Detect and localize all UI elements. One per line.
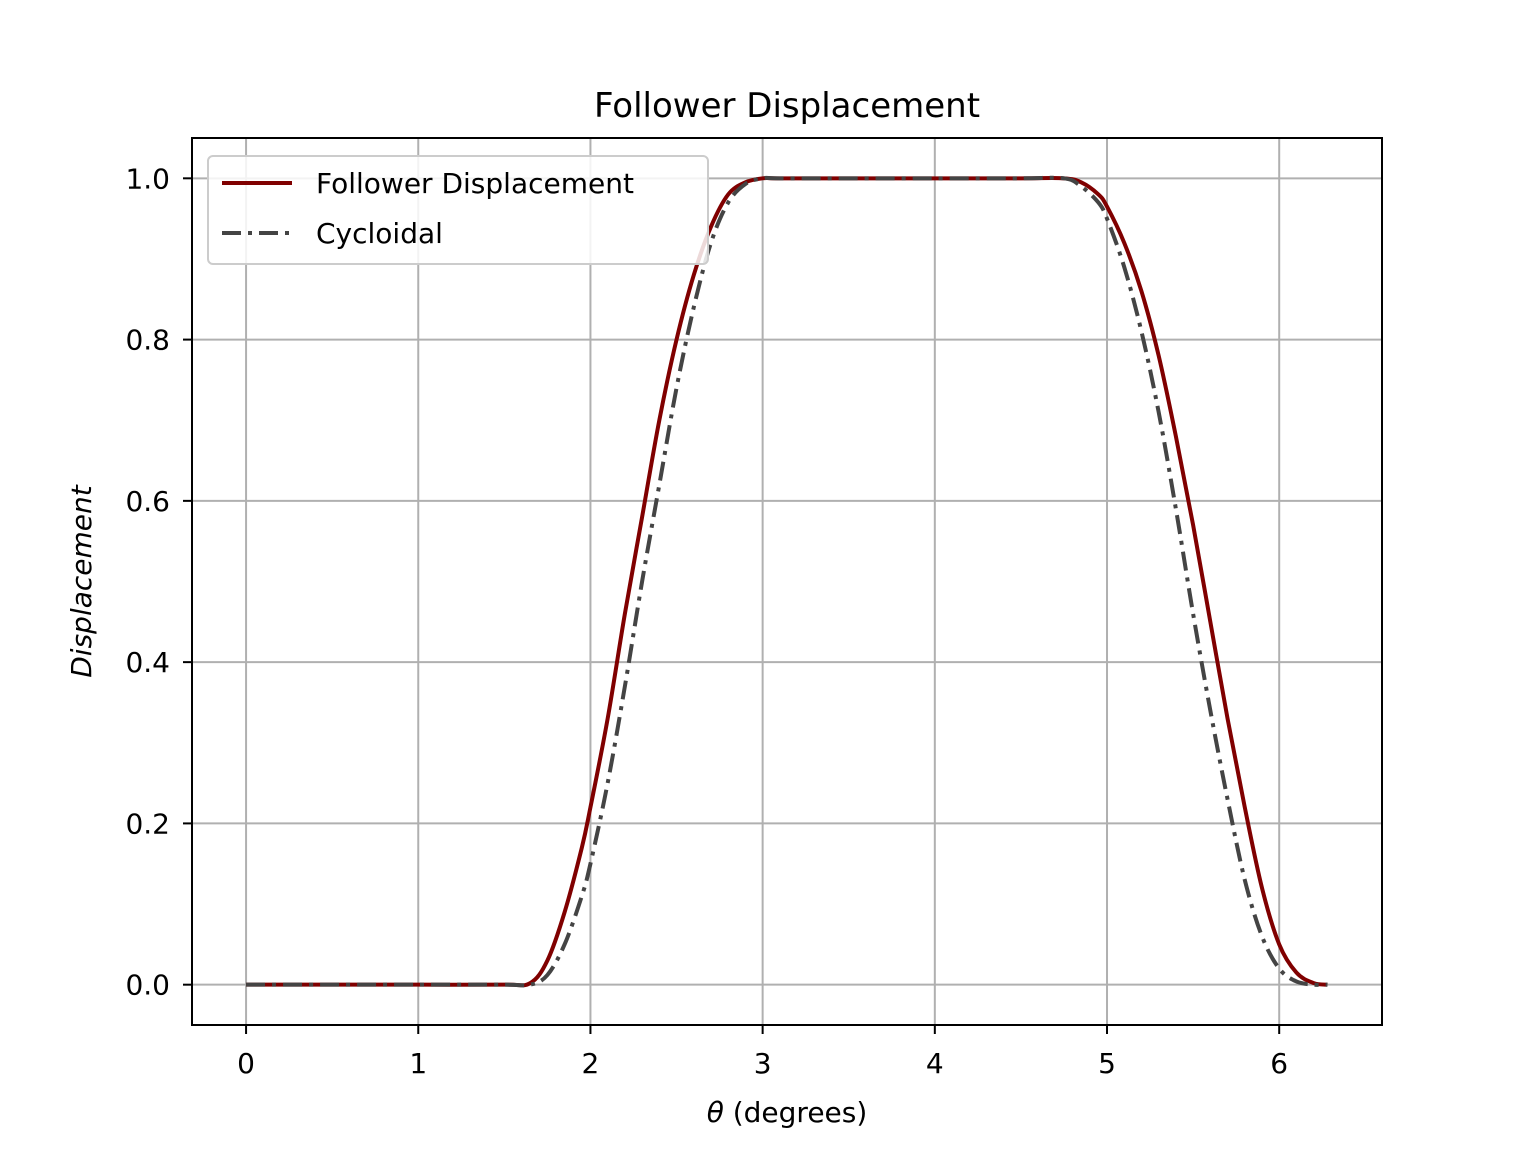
x-axis-label-symbol: θ (707, 1096, 724, 1129)
chart-title: Follower Displacement (594, 86, 980, 126)
x-tick-label: 6 (1270, 1047, 1288, 1080)
x-tick-label: 1 (409, 1047, 427, 1080)
legend-label-follower-displacement: Follower Displacement (316, 167, 634, 200)
x-tick-label: 0 (237, 1047, 255, 1080)
x-tick-label: 3 (754, 1047, 772, 1080)
legend-box (207, 155, 709, 265)
series-lines (246, 175, 1328, 988)
y-tick-label: 1.0 (125, 162, 170, 195)
x-tick-label: 5 (1098, 1047, 1116, 1080)
plot-frame (191, 137, 1383, 1026)
legend-label-cycloidal: Cycloidal (316, 217, 443, 250)
y-tick-label: 0.0 (125, 969, 170, 1002)
x-tick-label: 2 (582, 1047, 600, 1080)
series-line-cycloidal (246, 175, 1328, 988)
y-axis-label: Displacement (65, 484, 98, 678)
x-axis-label-text: (degrees) (724, 1096, 867, 1129)
y-tick-label: 0.4 (125, 646, 170, 679)
ticks: 0 1 2 3 4 5 6 0.0 0.2 0.4 0.6 0.8 1.0 (125, 162, 1288, 1080)
y-tick-label: 0.2 (125, 807, 170, 840)
y-tick-label: 0.8 (125, 324, 170, 357)
x-axis-label: θ (degrees) (707, 1096, 868, 1129)
y-tick-label: 0.6 (125, 485, 170, 518)
legend: Follower Displacement Cycloidal (207, 155, 709, 265)
x-tick-label: 4 (926, 1047, 944, 1080)
